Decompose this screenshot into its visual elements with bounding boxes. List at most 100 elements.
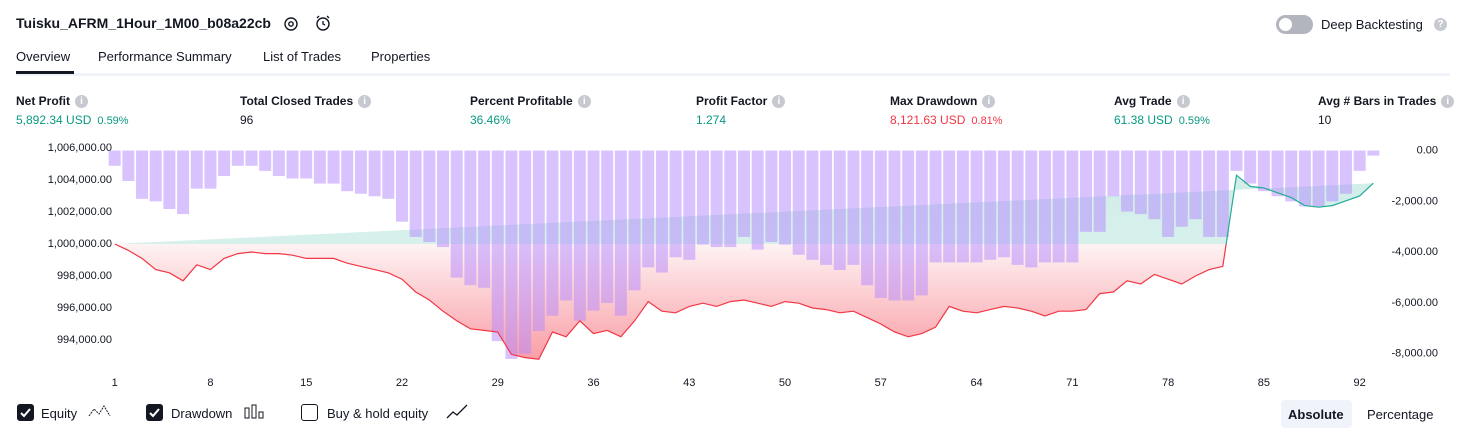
metric-label: Total Closed Trades (240, 94, 354, 108)
drawdown-bar (122, 150, 135, 182)
strategy-title: Tuisku_AFRM_1Hour_1M00_b08a22cb (16, 15, 271, 31)
metric-value: 5,892.34 USD (16, 113, 92, 127)
x-tick-label: 64 (970, 377, 982, 389)
drawdown-bar (1257, 150, 1270, 192)
y-tick-label: 994,000.00 (57, 334, 112, 346)
drawdown-bar (491, 150, 504, 342)
metric: Avg # Bars in Trades i (1318, 94, 1455, 108)
drawdown-bar (560, 150, 573, 301)
drawdown-bar (313, 150, 326, 184)
drawdown-bar (108, 150, 121, 166)
info-icon[interactable]: i (75, 94, 88, 108)
tab[interactable]: List of Trades (263, 49, 342, 64)
legend-icon (88, 405, 111, 417)
drawdown-bar (683, 150, 696, 260)
drawdown-bar (1189, 150, 1202, 220)
drawdown-bar (628, 150, 641, 291)
mode-button-active[interactable] (1281, 400, 1352, 428)
metric-value-row: 1.274 (696, 113, 726, 127)
drawdown-bar (450, 150, 463, 278)
x-tick-label: 43 (683, 377, 695, 389)
y-tick-label: 1,000,000.00 (48, 238, 112, 250)
info-icon[interactable]: i (358, 94, 372, 108)
tab[interactable]: Properties (371, 49, 431, 64)
alert-icon[interactable] (314, 14, 334, 34)
drawdown-bar (1107, 150, 1120, 197)
drawdown-bar (354, 150, 367, 194)
metric-value-row: 36.46% (470, 113, 511, 127)
drawdown-bar (1326, 150, 1339, 202)
x-tick-label: 15 (300, 377, 312, 389)
metric-value-row: 8,121.63 USD 0.81% (890, 113, 1003, 127)
x-tick-label: 50 (779, 377, 791, 389)
x-tick-label: 57 (875, 377, 887, 389)
drawdown-bar (765, 150, 778, 243)
drawdown-bar (437, 150, 450, 248)
metric-value-row: 96 (240, 113, 253, 127)
tab[interactable]: Overview (16, 49, 71, 64)
drawdown-bar (382, 150, 395, 199)
y2-tick-label: -8,000.00 (1392, 348, 1438, 360)
drawdown-bar (806, 150, 819, 260)
drawdown-bar (300, 150, 313, 179)
drawdown-bar (573, 150, 586, 321)
drawdown-bar (779, 150, 792, 245)
metric: Net Profit i (16, 94, 88, 108)
drawdown-bar (163, 150, 176, 209)
drawdown-bar (327, 150, 340, 184)
drawdown-bar (464, 150, 477, 286)
info-icon[interactable]: i (1441, 94, 1455, 108)
metric-label: Avg Trade (1114, 94, 1172, 108)
metric-value: 61.38 USD (1114, 113, 1173, 127)
y-tick-label: 1,006,000.00 (48, 142, 112, 154)
legend-label: Drawdown (171, 406, 233, 421)
checkbox[interactable] (146, 404, 163, 421)
drawdown-bar (395, 150, 408, 222)
drawdown-bar (204, 150, 217, 189)
info-icon[interactable]: i (772, 94, 786, 108)
equity-line (114, 174, 1374, 360)
drawdown-bar (724, 150, 737, 248)
drawdown-bar (259, 150, 272, 171)
legend-icon (446, 404, 468, 419)
drawdown-bar (231, 150, 244, 166)
info-icon[interactable]: i (1176, 94, 1190, 108)
y2-tick-label: -4,000.00 (1392, 246, 1438, 258)
drawdown-bar (669, 150, 682, 258)
mode-label[interactable]: Percentage (1367, 407, 1434, 422)
metric-percent: 0.59% (97, 115, 129, 127)
drawdown-bar (177, 150, 190, 215)
x-tick-label: 1 (112, 377, 118, 389)
metric-value: 1.274 (696, 113, 727, 127)
legend-icon (244, 404, 264, 419)
legend-label: Equity (41, 406, 78, 421)
metric-label: Profit Factor (696, 94, 768, 108)
drawdown-bar (696, 150, 709, 245)
toggle[interactable] (1276, 15, 1313, 34)
drawdown-bar (1121, 150, 1134, 212)
metric-value-row: 5,892.34 USD 0.59% (16, 113, 129, 127)
drawdown-bar (1052, 150, 1065, 263)
drawdown-bar (1203, 150, 1216, 237)
checkbox[interactable] (17, 404, 34, 421)
y-tick-label: 1,004,000.00 (48, 174, 112, 186)
drawdown-bar (833, 150, 846, 270)
metric-value: 10 (1318, 113, 1332, 127)
drawdown-bar (902, 150, 915, 301)
x-tick-label: 36 (587, 377, 599, 389)
metric: Total Closed Trades i (240, 94, 372, 108)
drawdown-bar (997, 150, 1010, 258)
checkbox[interactable] (301, 404, 318, 421)
info-icon[interactable]: i (982, 94, 996, 108)
drawdown-bar (149, 150, 162, 202)
drawdown-bar (614, 150, 627, 316)
tab[interactable]: Performance Summary (98, 49, 232, 64)
help-icon[interactable]: ? (1434, 18, 1447, 31)
settings-icon[interactable] (282, 15, 300, 33)
drawdown-bar (1244, 150, 1257, 184)
drawdown-bar (984, 150, 997, 260)
drawdown-bar (1367, 150, 1380, 156)
metric: Avg Trade i (1114, 94, 1190, 108)
tab-underline (16, 71, 74, 74)
info-icon[interactable]: i (577, 94, 591, 108)
